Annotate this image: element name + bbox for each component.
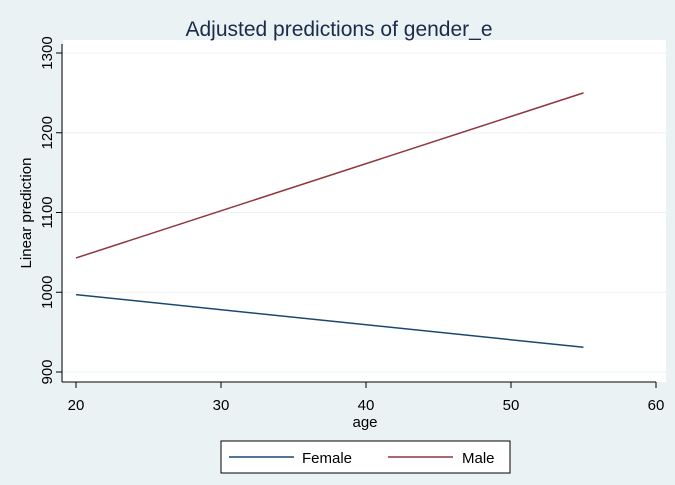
x-tick-label-30: 30 bbox=[213, 397, 230, 414]
series-line-male bbox=[75, 92, 584, 259]
y-tick-label-900: 900 bbox=[39, 359, 56, 384]
y-tick-label-1200: 1200 bbox=[39, 116, 56, 149]
y-tick-label-1000: 1000 bbox=[39, 276, 56, 309]
legend-label-male: Male bbox=[462, 450, 495, 467]
plot-area bbox=[63, 40, 666, 382]
chart-title: Adjusted predictions of gender_e bbox=[185, 18, 492, 41]
y-tick-label-1300: 1300 bbox=[39, 36, 56, 69]
y-tick-label-1100: 1100 bbox=[39, 196, 56, 228]
x-tick-label-60: 60 bbox=[648, 397, 665, 414]
y-axis-label: Linear prediction bbox=[18, 158, 35, 269]
x-axis-label: age bbox=[352, 414, 377, 431]
x-tick-label-40: 40 bbox=[358, 397, 375, 414]
x-tick-label-20: 20 bbox=[68, 397, 85, 414]
series-line-female bbox=[75, 293, 584, 349]
gridlines bbox=[63, 52, 666, 373]
series-lines bbox=[75, 92, 584, 349]
legend-label-female: Female bbox=[302, 450, 352, 467]
x-tick-label-50: 50 bbox=[503, 397, 520, 414]
x-ticks: 20 30 40 50 60 bbox=[68, 382, 665, 414]
y-ticks: 900 1000 1100 1200 1300 bbox=[39, 36, 62, 385]
legend: Female Male bbox=[220, 440, 511, 474]
